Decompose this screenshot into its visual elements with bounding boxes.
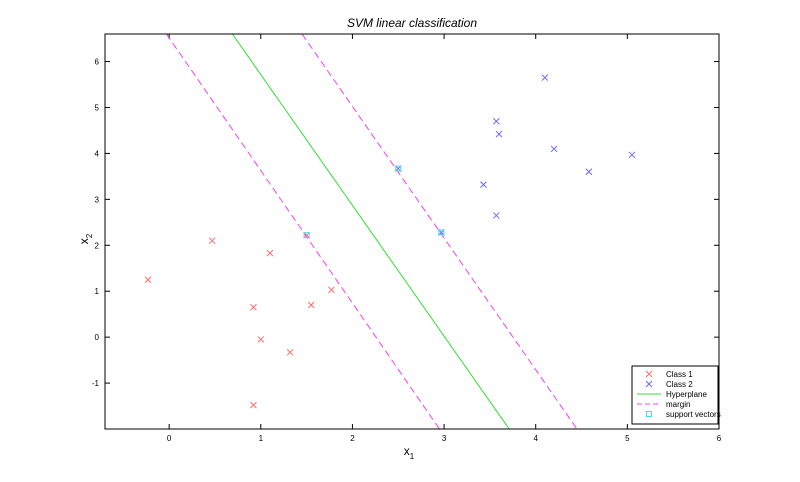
y-tick-label: -1 — [92, 379, 100, 388]
y-axis-label: x2 — [77, 233, 94, 244]
class1-point — [250, 401, 257, 409]
y-tick-label: 1 — [95, 287, 100, 296]
support-vector-marker — [438, 229, 445, 236]
x-axis-label: x1 — [404, 444, 415, 461]
x-marker-stroke — [208, 237, 216, 245]
y-tick-label: 0 — [95, 333, 100, 342]
class1-point — [286, 348, 294, 356]
hyperplane-line — [231, 34, 510, 429]
class2-point — [495, 130, 503, 138]
x-marker-stroke — [645, 380, 653, 388]
legend-marker-class-1 — [645, 370, 653, 378]
legend-entry-class-2: Class 2 — [645, 380, 693, 389]
x-tick-label: 2 — [350, 434, 355, 443]
x-marker-stroke — [541, 74, 549, 81]
x-axis-label-sub: 1 — [410, 452, 415, 461]
x-marker-stroke — [144, 276, 152, 284]
legend-marker-support-vectors — [646, 411, 652, 417]
x-tick-label: 0 — [167, 434, 172, 443]
x-marker-stroke — [480, 181, 487, 189]
plot-area: 0 1 2 3 4 5 6 -1 0 1 2 3 4 5 6 — [92, 33, 722, 443]
x-marker-stroke — [585, 168, 593, 176]
y-tick-label: 5 — [95, 103, 100, 112]
x-marker-stroke — [628, 151, 636, 159]
class2-point — [585, 168, 593, 176]
x-marker-stroke — [495, 130, 503, 138]
legend-label: margin — [666, 400, 690, 409]
y-axis-label-base: x — [77, 238, 91, 244]
axes-box — [104, 33, 720, 430]
class2-point — [541, 74, 549, 81]
x-marker-stroke — [266, 249, 274, 257]
x-marker-stroke — [250, 303, 257, 311]
x-tick-label: 4 — [533, 434, 538, 443]
x-marker-stroke — [328, 286, 335, 294]
legend-label: Hyperplane — [666, 390, 707, 399]
legend-entry-hyperplane: Hyperplane — [637, 390, 707, 399]
class1-point — [250, 303, 257, 311]
class2-point — [550, 145, 558, 153]
legend-label: Class 1 — [666, 370, 693, 379]
x-tick-label: 1 — [259, 434, 264, 443]
chart-title: SVM linear classification — [347, 16, 477, 30]
x-marker-stroke — [286, 348, 294, 356]
class2-point — [628, 151, 636, 159]
legend-marker-class-2 — [645, 380, 653, 388]
class1-point — [266, 249, 274, 257]
legend-entry-class-1: Class 1 — [645, 370, 693, 379]
margin-line — [301, 34, 578, 429]
x-tick-label: 3 — [442, 434, 447, 443]
class1-point — [257, 336, 265, 343]
x-marker-stroke — [550, 145, 558, 153]
class1-point — [328, 286, 335, 294]
legend-label: Class 2 — [666, 380, 693, 389]
y-axis-label-sub: 2 — [85, 233, 94, 238]
support-vector-marker — [395, 165, 402, 172]
y-tick-label: 4 — [95, 149, 100, 158]
class1-point — [307, 301, 315, 309]
x-marker-stroke — [492, 117, 500, 125]
x-tick-label: 5 — [625, 434, 630, 443]
legend-label: support vectors — [666, 410, 721, 419]
y-tick-label: 6 — [95, 58, 100, 67]
class1-point — [144, 276, 152, 284]
legend-entry-support-vectors: support vectors — [646, 410, 721, 419]
class2-point — [492, 212, 500, 219]
x-marker-stroke — [257, 336, 265, 343]
class2-point — [480, 181, 487, 189]
y-tick-label: 3 — [95, 195, 100, 204]
x-tick-label: 6 — [717, 434, 722, 443]
support-vector-marker — [303, 232, 310, 239]
x-marker-stroke — [645, 370, 653, 378]
class2-point — [492, 117, 500, 125]
y-tick-label: 2 — [95, 241, 100, 250]
x-marker-stroke — [307, 301, 315, 309]
x-marker-stroke — [492, 212, 500, 219]
margin-line — [165, 34, 440, 429]
data-layer — [144, 34, 636, 429]
x-axis-label-base: x — [404, 444, 410, 458]
class1-point — [208, 237, 216, 245]
x-marker-stroke — [250, 401, 257, 409]
legend-entry-margin: margin — [637, 400, 690, 409]
